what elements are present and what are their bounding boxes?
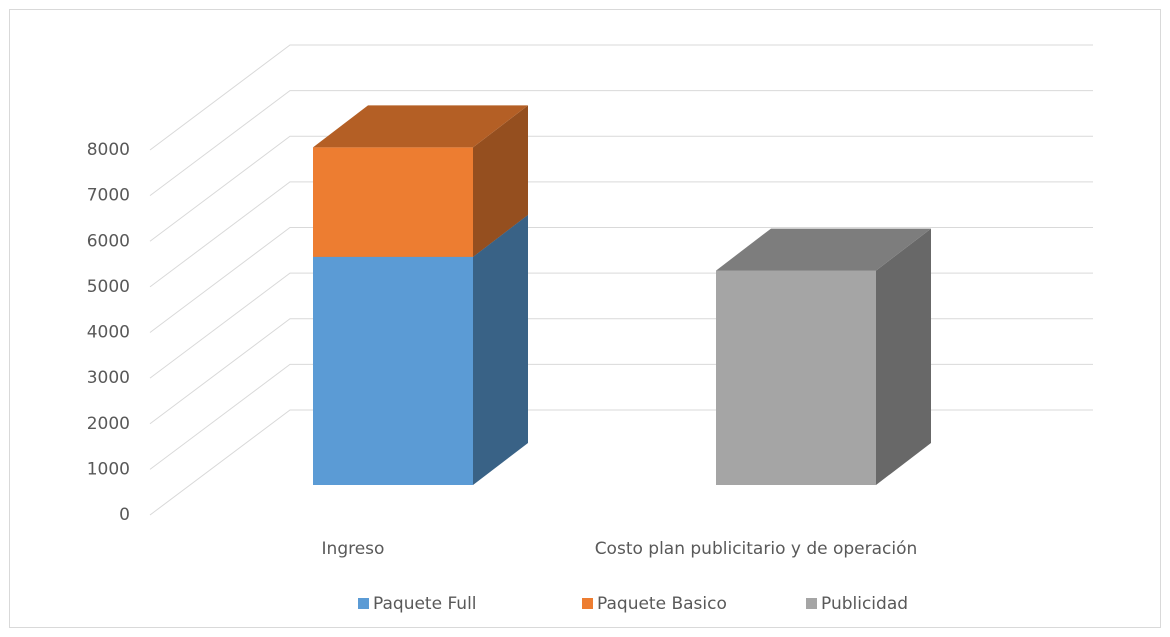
bar-front [313, 147, 473, 257]
bar-front [313, 256, 473, 485]
bar-top [313, 105, 528, 148]
grid-line [149, 181, 1093, 288]
y-tick-label: 6000 [87, 231, 130, 251]
y-tick-label: 0 [119, 505, 130, 525]
bar-side [473, 105, 528, 257]
bar-front [716, 270, 876, 485]
legend-label: Paquete Full [373, 594, 477, 614]
y-tick-label: 7000 [87, 186, 130, 206]
bar-top [716, 228, 931, 271]
legend-label: Publicidad [821, 594, 908, 614]
legend-swatch [806, 598, 817, 609]
grid-line [149, 227, 1093, 333]
grid-line [149, 135, 1093, 242]
y-tick-label: 3000 [87, 368, 130, 388]
grid-line [149, 90, 1093, 197]
x-tick-label: Ingreso [322, 539, 385, 559]
y-tick-label: 1000 [87, 459, 130, 479]
grid-line [149, 44, 1093, 151]
y-tick-label: 5000 [87, 277, 130, 297]
bar-side [473, 214, 528, 485]
y-tick-label: 4000 [87, 323, 130, 343]
legend-swatch [358, 598, 369, 609]
y-tick-label: 8000 [87, 140, 130, 160]
y-tick-label: 2000 [87, 414, 130, 434]
bar-side [876, 228, 931, 485]
x-tick-label: Costo plan publicitario y de operación [595, 539, 918, 559]
legend-swatch [582, 598, 593, 609]
legend-label: Paquete Basico [597, 594, 727, 614]
